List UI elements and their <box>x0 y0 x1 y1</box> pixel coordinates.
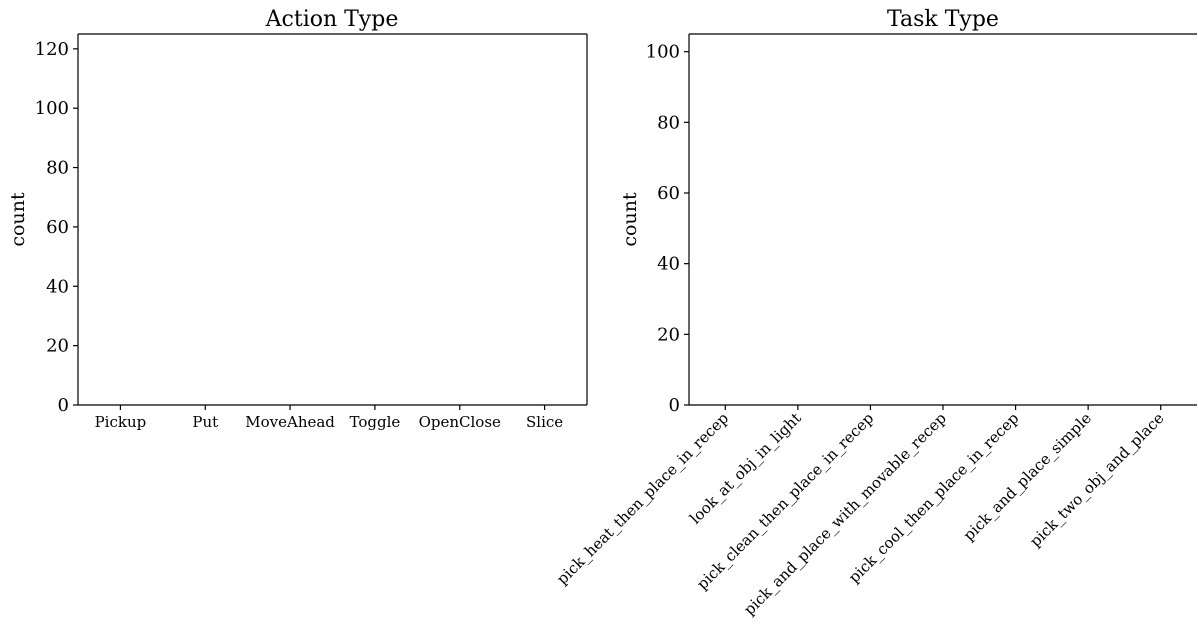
y-tick-label: 20 <box>46 336 69 357</box>
y-tick-label: 40 <box>46 276 69 297</box>
x-tick-label: pick_two_obj_and_place <box>1026 409 1167 550</box>
y-tick-label: 60 <box>657 183 680 204</box>
y-axis-label: count <box>619 192 641 247</box>
chart-title: Action Type <box>265 7 399 32</box>
x-tick-label: Slice <box>526 413 563 431</box>
y-tick-label: 120 <box>35 39 69 60</box>
x-tick-label: Pickup <box>95 413 147 431</box>
y-tick-label: 60 <box>46 217 69 238</box>
y-tick-label: 100 <box>35 98 69 119</box>
y-tick-label: 0 <box>58 395 69 416</box>
y-tick-label: 80 <box>657 112 680 133</box>
y-tick-label: 20 <box>657 324 680 345</box>
chart-title: Task Type <box>887 7 999 32</box>
y-tick-label: 100 <box>646 42 680 63</box>
x-tick-label: OpenClose <box>419 413 501 431</box>
chart-action-type: Action Type count 0 20 40 60 80 100 120 Pickup Put… <box>7 7 588 431</box>
x-tick-label: pick_and_place_simple <box>960 409 1095 544</box>
x-tick-label: MoveAhead <box>245 413 335 431</box>
y-tick-label: 40 <box>657 254 680 275</box>
y-axis-label: count <box>7 192 29 247</box>
y-tick-label: 0 <box>669 395 680 416</box>
chart-task-type: Task Typecount020406080100pick_heat_then… <box>553 7 1197 619</box>
x-tick-label: Put <box>192 413 218 431</box>
y-tick-label: 80 <box>46 158 69 179</box>
x-tick-label: Toggle <box>350 413 401 431</box>
